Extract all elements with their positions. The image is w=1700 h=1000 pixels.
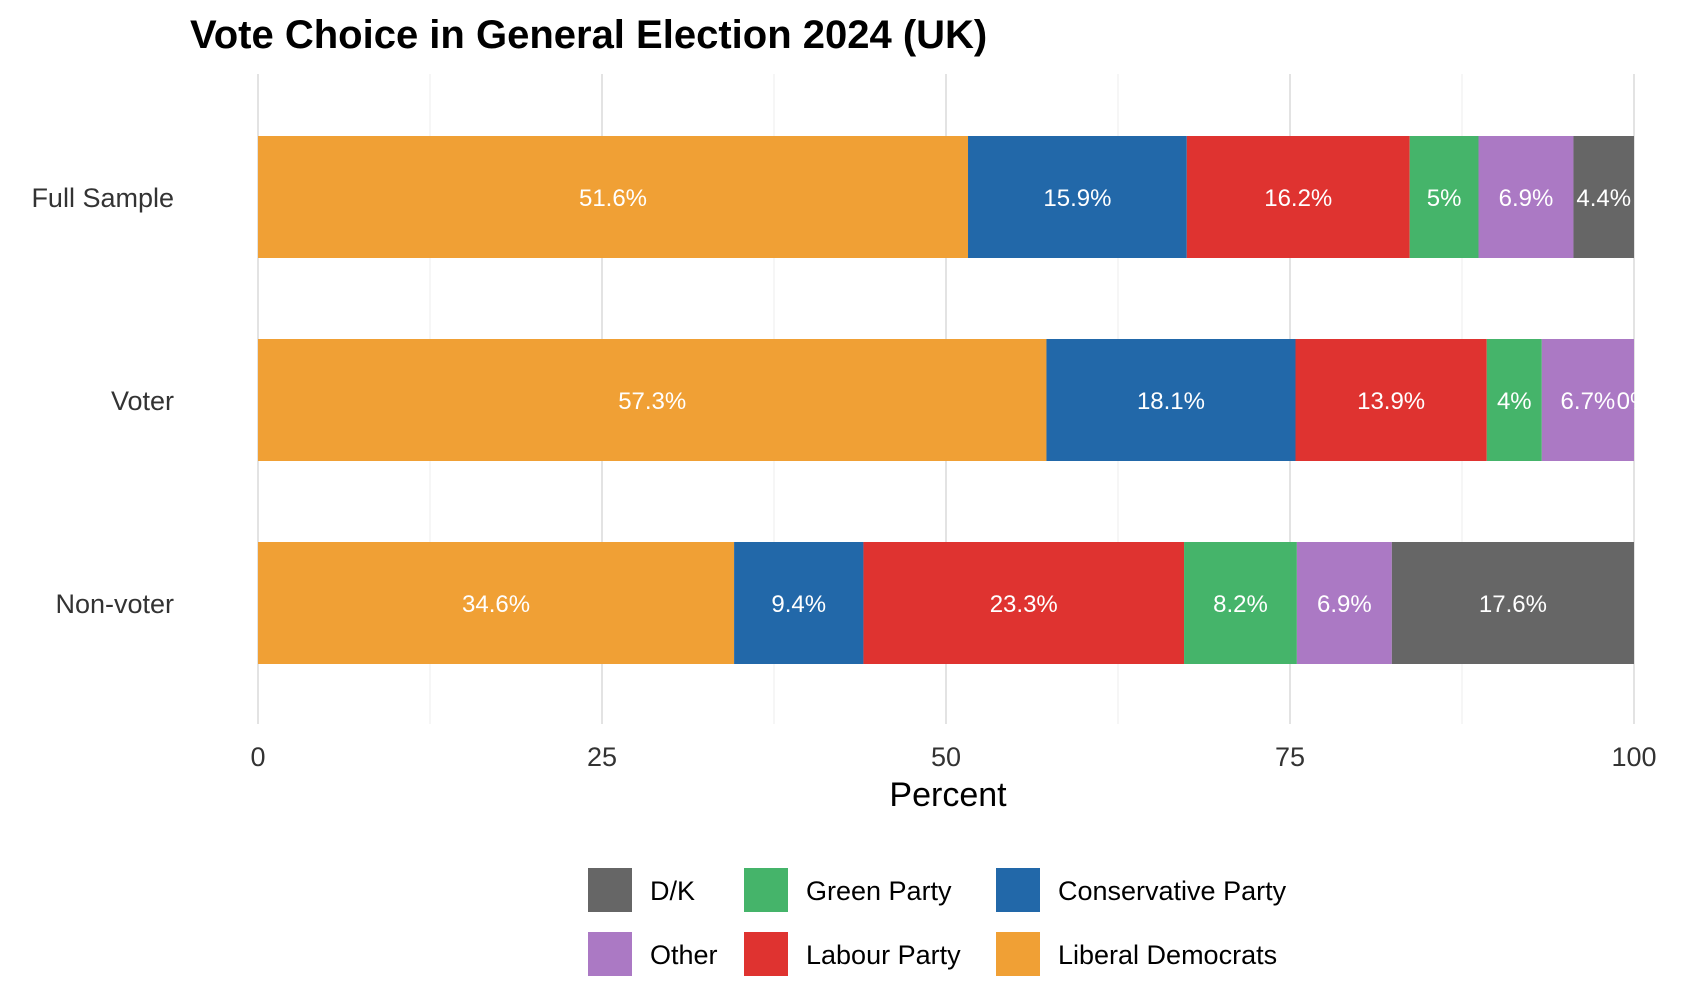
x-tick-label: 0 [250,742,265,772]
bar-value-label: 0% [1617,388,1652,415]
bar-segment [1184,542,1297,664]
bar-segment [1541,339,1634,461]
bar-value-label: 18.1% [1137,388,1205,415]
legend-item: Other [588,932,718,976]
legend-swatch [588,932,632,976]
bar-value-label: 17.6% [1479,591,1547,618]
legend-label: Other [650,940,718,970]
category-label: Full Sample [31,183,174,213]
x-tick-label: 100 [1611,742,1656,772]
bar-value-label: 34.6% [462,591,530,618]
bar-segment [734,542,864,664]
bar-value-label: 5% [1427,185,1462,212]
x-tick-labels: 0 25 50 75 100 [250,742,1656,772]
bar-segment [258,136,969,258]
bar-value-label: 23.3% [990,591,1058,618]
bar-value-label: 8.2% [1213,591,1268,618]
legend: D/K Green Party Conservative Party Other Lab… [588,868,1287,976]
legend-swatch [744,868,788,912]
x-tick-label: 75 [1275,742,1305,772]
x-tick-label: 25 [587,742,617,772]
x-tick-label: 50 [931,742,961,772]
bar-value-label: 4% [1497,388,1532,415]
bar-segment [258,339,1047,461]
legend-item: D/K [588,868,695,912]
legend-item: Conservative Party [996,868,1287,912]
legend-swatch [996,932,1040,976]
legend-label: Liberal Democrats [1058,940,1277,970]
bars: 51.6% 15.9% 16.2% 5% 6.9% 4.4% 57.3% 18.1% 13.9%… [258,136,1651,664]
legend-swatch [996,868,1040,912]
bar-segment [968,136,1187,258]
legend-label: D/K [650,876,695,906]
x-axis-title: Percent [889,776,1007,814]
chart-title: Vote Choice in General Election 2024 (UK… [190,13,987,57]
bar-value-label: 57.3% [618,388,686,415]
bar-segment [863,542,1185,664]
legend-item: Liberal Democrats [996,932,1277,976]
bar-value-label: 13.9% [1357,388,1425,415]
bar-segment [1478,136,1574,258]
bar-segment [1295,339,1487,461]
bar-segment [1186,136,1410,258]
bar-segment [1391,542,1634,664]
legend-swatch [744,932,788,976]
bar-segment [1409,136,1479,258]
category-labels: Full Sample Voter Non-voter [31,183,174,619]
bar-value-label: 9.4% [771,591,826,618]
bar-value-label: 6.9% [1499,185,1554,212]
bar-segment [1486,339,1542,461]
legend-label: Labour Party [806,940,961,970]
category-label: Non-voter [55,589,174,619]
legend-swatch [588,868,632,912]
bar-value-label: 6.7% [1561,388,1616,415]
bar-segment [1296,542,1392,664]
category-label: Voter [111,386,174,416]
legend-label: Green Party [806,876,952,906]
legend-label: Conservative Party [1058,876,1287,906]
bar-segment [258,542,735,664]
bar-value-label: 4.4% [1576,185,1631,212]
bar-segment [1573,136,1634,258]
bar-value-label: 16.2% [1264,185,1332,212]
bar-value-label: 51.6% [579,185,647,212]
legend-item: Green Party [744,868,952,912]
bar-segment [1046,339,1296,461]
legend-item: Labour Party [744,932,961,976]
bar-value-label: 6.9% [1317,591,1372,618]
bar-value-label: 15.9% [1043,185,1111,212]
